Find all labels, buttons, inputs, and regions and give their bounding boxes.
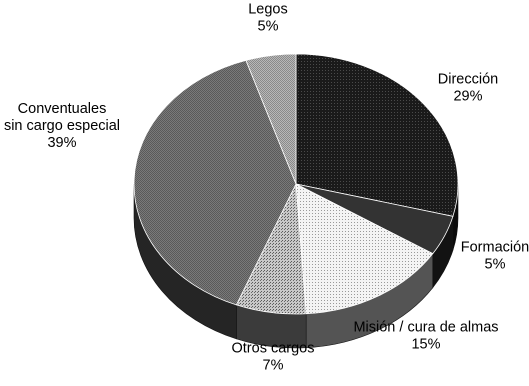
slice-name: Dirección	[438, 72, 498, 88]
slice-name: Misión / cura de almas	[353, 320, 498, 336]
slice-value: 39%	[47, 135, 76, 151]
slice-value: 15%	[411, 337, 440, 353]
slice-name: Legos	[248, 2, 288, 18]
slice-label-conventuales-sin-cargo-especial: Conventuales sin cargo especial 39%	[4, 101, 120, 151]
slice-label-direccion: Dirección 29%	[438, 72, 498, 105]
pie-slice-conventuales-sin-cargo-especial	[133, 59, 297, 306]
pie-top-slices	[133, 53, 459, 315]
pie-slice-legos	[245, 53, 297, 185]
slice-name: Formación	[461, 240, 529, 256]
slice-label-formacion: Formación 5%	[461, 240, 529, 273]
slice-name: Otros cargos	[232, 341, 315, 357]
slice-name: Conventuales	[18, 101, 107, 117]
slice-value: 5%	[258, 19, 279, 35]
pie-slice-direccion	[295, 53, 459, 217]
slice-value: 5%	[485, 257, 506, 273]
slice-label-legos: Legos 5%	[248, 2, 288, 35]
slice-label-otros-cargos: Otros cargos 7%	[232, 341, 315, 374]
slice-value: 29%	[453, 89, 482, 105]
slice-value: 7%	[263, 358, 284, 374]
slice-label-mision-cura-de-almas: Misión / cura de almas 15%	[353, 320, 498, 353]
pie-slice-mision-cura-de-almas	[295, 183, 434, 315]
slice-labels: Dirección 29%Formación 5%Misión / cura de …	[4, 2, 529, 374]
slice-name: sin cargo especial	[4, 118, 120, 134]
